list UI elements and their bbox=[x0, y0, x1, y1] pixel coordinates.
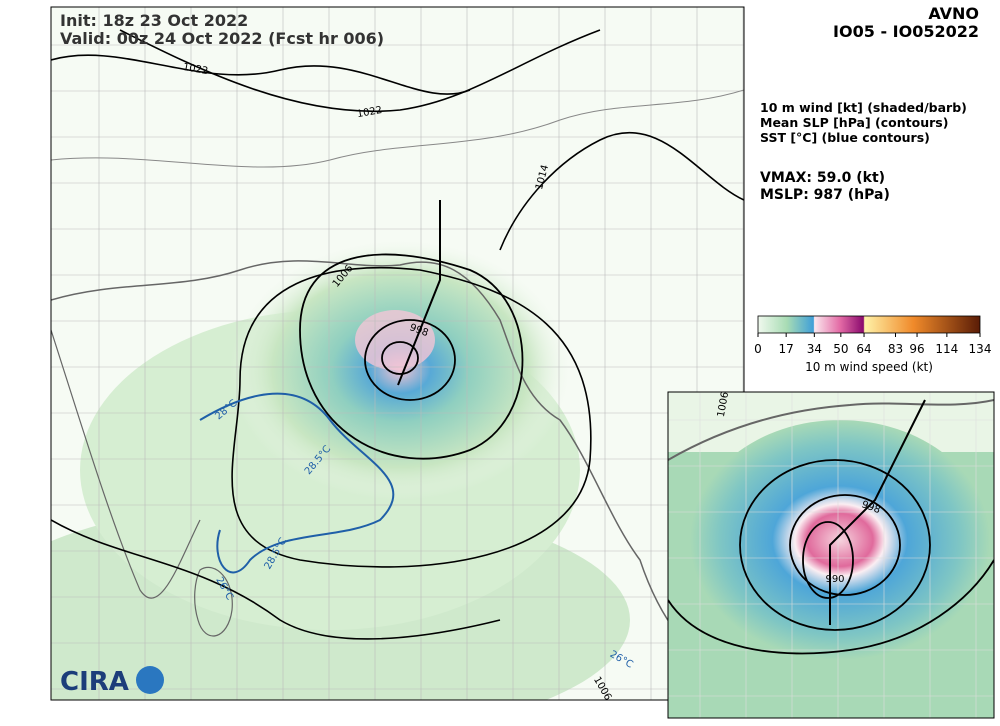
colorbar-tick-label: 34 bbox=[807, 342, 822, 356]
init-time: Init: 18z 23 Oct 2022 bbox=[60, 11, 248, 30]
logo-emblem bbox=[136, 666, 164, 694]
main-map bbox=[51, 7, 744, 700]
colorbar-tick-label: 83 bbox=[888, 342, 903, 356]
colorbar-ticks: 0 17 34 50 64 83 96 114 134 bbox=[754, 333, 991, 356]
legend-line: 10 m wind [kt] (shaded/barb) bbox=[760, 100, 967, 115]
legend-line: Mean SLP [hPa] (contours) bbox=[760, 115, 948, 130]
colorbar-tick-label: 134 bbox=[969, 342, 992, 356]
colorbar bbox=[757, 315, 981, 334]
storm-id: IO05 - IO052022 bbox=[833, 22, 979, 41]
vmax: VMAX: 59.0 (kt) bbox=[760, 170, 885, 186]
contour-label: 1022 bbox=[182, 62, 209, 77]
model-name: AVNO bbox=[928, 4, 979, 23]
contour-label: 1022 bbox=[356, 105, 383, 120]
main-map-frame bbox=[50, 6, 745, 701]
colorbar-tick-label: 50 bbox=[833, 342, 848, 356]
colorbar-label: 10 m wind speed (kt) bbox=[805, 360, 933, 374]
inset-frame bbox=[667, 391, 995, 719]
colorbar-tick-label: 0 bbox=[754, 342, 762, 356]
colorbar-tick-label: 114 bbox=[935, 342, 958, 356]
legend-line: SST [°C] (blue contours) bbox=[760, 130, 930, 145]
inset-map bbox=[668, 392, 994, 718]
colorbar-tick-label: 96 bbox=[909, 342, 924, 356]
colorbar-tick-label: 64 bbox=[856, 342, 871, 356]
mslp: MSLP: 987 (hPa) bbox=[760, 187, 890, 203]
logo-text: CIRA bbox=[60, 667, 129, 697]
colorbar-tick-label: 17 bbox=[779, 342, 794, 356]
contour-label: 990 bbox=[825, 574, 844, 585]
valid-time: Valid: 00z 24 Oct 2022 (Fcst hr 006) bbox=[60, 29, 384, 48]
contour-label: 1006 bbox=[716, 391, 731, 418]
